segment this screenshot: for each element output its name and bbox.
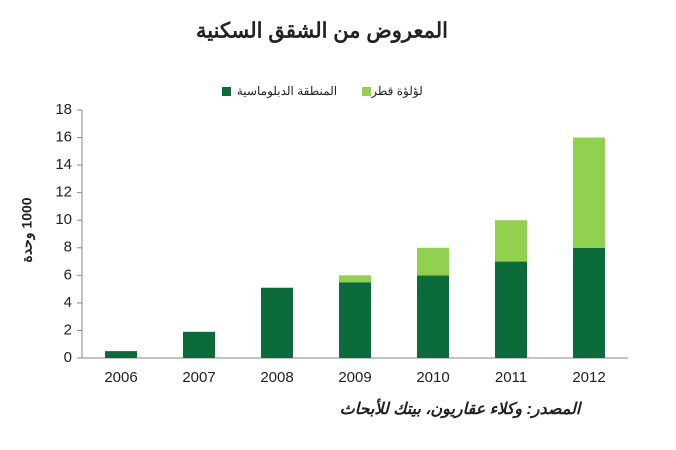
y-tick-label: 2 bbox=[64, 321, 72, 338]
y-tick-label: 12 bbox=[55, 184, 72, 201]
chart-title: المعروض من الشقق السكنية bbox=[196, 20, 448, 44]
y-tick-label: 10 bbox=[55, 211, 72, 228]
y-tick-label: 18 bbox=[55, 101, 72, 118]
y-tick-label: 14 bbox=[55, 156, 72, 173]
legend-swatch bbox=[362, 87, 371, 96]
y-tick-label: 16 bbox=[55, 129, 72, 146]
legend-swatch bbox=[222, 87, 231, 96]
bar-segment bbox=[261, 287, 293, 358]
y-axis-label: 1000 وحدة bbox=[19, 197, 36, 262]
legend-label: لؤلؤة قطر bbox=[370, 84, 423, 98]
x-tick-label: 2011 bbox=[495, 369, 527, 386]
x-tick-label: 2007 bbox=[182, 369, 215, 386]
bar-segment bbox=[417, 275, 449, 358]
bar-segment bbox=[495, 220, 527, 262]
x-tick-label: 2006 bbox=[104, 369, 137, 386]
y-tick-label: 0 bbox=[64, 349, 72, 366]
bar-segment bbox=[339, 275, 371, 283]
y-tick-label: 4 bbox=[64, 294, 72, 311]
y-tick-label: 6 bbox=[64, 266, 72, 283]
legend-label: المنطقة الدبلوماسية bbox=[237, 84, 337, 98]
bar-segment bbox=[573, 137, 605, 248]
bar-segment bbox=[417, 247, 449, 276]
x-tick-label: 2010 bbox=[416, 369, 449, 386]
x-tick-label: 2009 bbox=[338, 369, 371, 386]
source-note: المصدر: وكلاء عقاريون، بيتك للأبحاث bbox=[340, 398, 583, 419]
bar-segment bbox=[573, 247, 605, 358]
bar-segment bbox=[495, 261, 527, 358]
y-tick-label: 8 bbox=[64, 239, 72, 256]
x-tick-label: 2012 bbox=[572, 369, 605, 386]
x-tick-label: 2008 bbox=[260, 369, 293, 386]
bar-segment bbox=[339, 282, 371, 358]
bar-segment bbox=[105, 351, 137, 358]
bar-segment bbox=[183, 331, 215, 358]
